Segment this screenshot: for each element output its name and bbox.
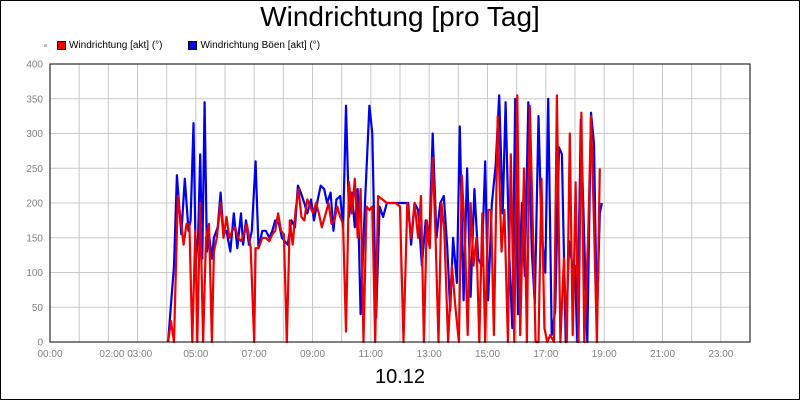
plot-border bbox=[49, 63, 751, 343]
y-tick-label: 0 bbox=[37, 338, 43, 349]
x-tick-label: 07:00 bbox=[242, 349, 267, 360]
y-tick-label: 150 bbox=[26, 233, 43, 244]
legend-label-blue: Windrichtung Böen [akt] (°) bbox=[200, 39, 321, 51]
y-tick-label: 100 bbox=[26, 268, 43, 279]
x-tick-label: 17:00 bbox=[533, 349, 558, 360]
y-tick-label: 350 bbox=[26, 94, 43, 105]
chart-legend: Windrichtung [akt] (°) Windrichtung Böen… bbox=[44, 38, 346, 52]
y-tick-label: 250 bbox=[26, 164, 43, 175]
x-axis-label: 10.12 bbox=[374, 366, 426, 388]
x-tick-label: 23:00 bbox=[708, 349, 733, 360]
x-tick-label: 13:00 bbox=[417, 349, 442, 360]
x-tick-label: 21:00 bbox=[650, 349, 675, 360]
y-tick-label: 400 bbox=[26, 60, 43, 71]
legend-item-red: Windrichtung [akt] (°) bbox=[57, 40, 162, 51]
legend-swatch-blue bbox=[188, 40, 198, 50]
y-tick-label: 50 bbox=[32, 303, 44, 314]
x-tick-label: 19:00 bbox=[592, 349, 617, 360]
x-tick-label: 15:00 bbox=[475, 349, 500, 360]
legend-swatch-red bbox=[57, 40, 66, 50]
y-tick-label: 200 bbox=[26, 199, 43, 210]
legend-label-red: Windrichtung [akt] (°) bbox=[69, 39, 163, 51]
legend-marker-icon bbox=[44, 43, 47, 47]
x-tick-label: 11:00 bbox=[359, 349, 384, 360]
x-tick-label: 02:00 03:00 bbox=[99, 349, 152, 360]
y-tick-label: 300 bbox=[26, 129, 43, 140]
x-tick-label: 05:00 bbox=[183, 349, 208, 360]
legend-item-blue: Windrichtung Böen [akt] (°) bbox=[188, 40, 320, 51]
x-tick-label: 09:00 bbox=[300, 349, 325, 360]
chart-title: Windrichtung [pro Tag] bbox=[260, 1, 540, 32]
x-tick-label: 00:00 bbox=[37, 349, 62, 360]
